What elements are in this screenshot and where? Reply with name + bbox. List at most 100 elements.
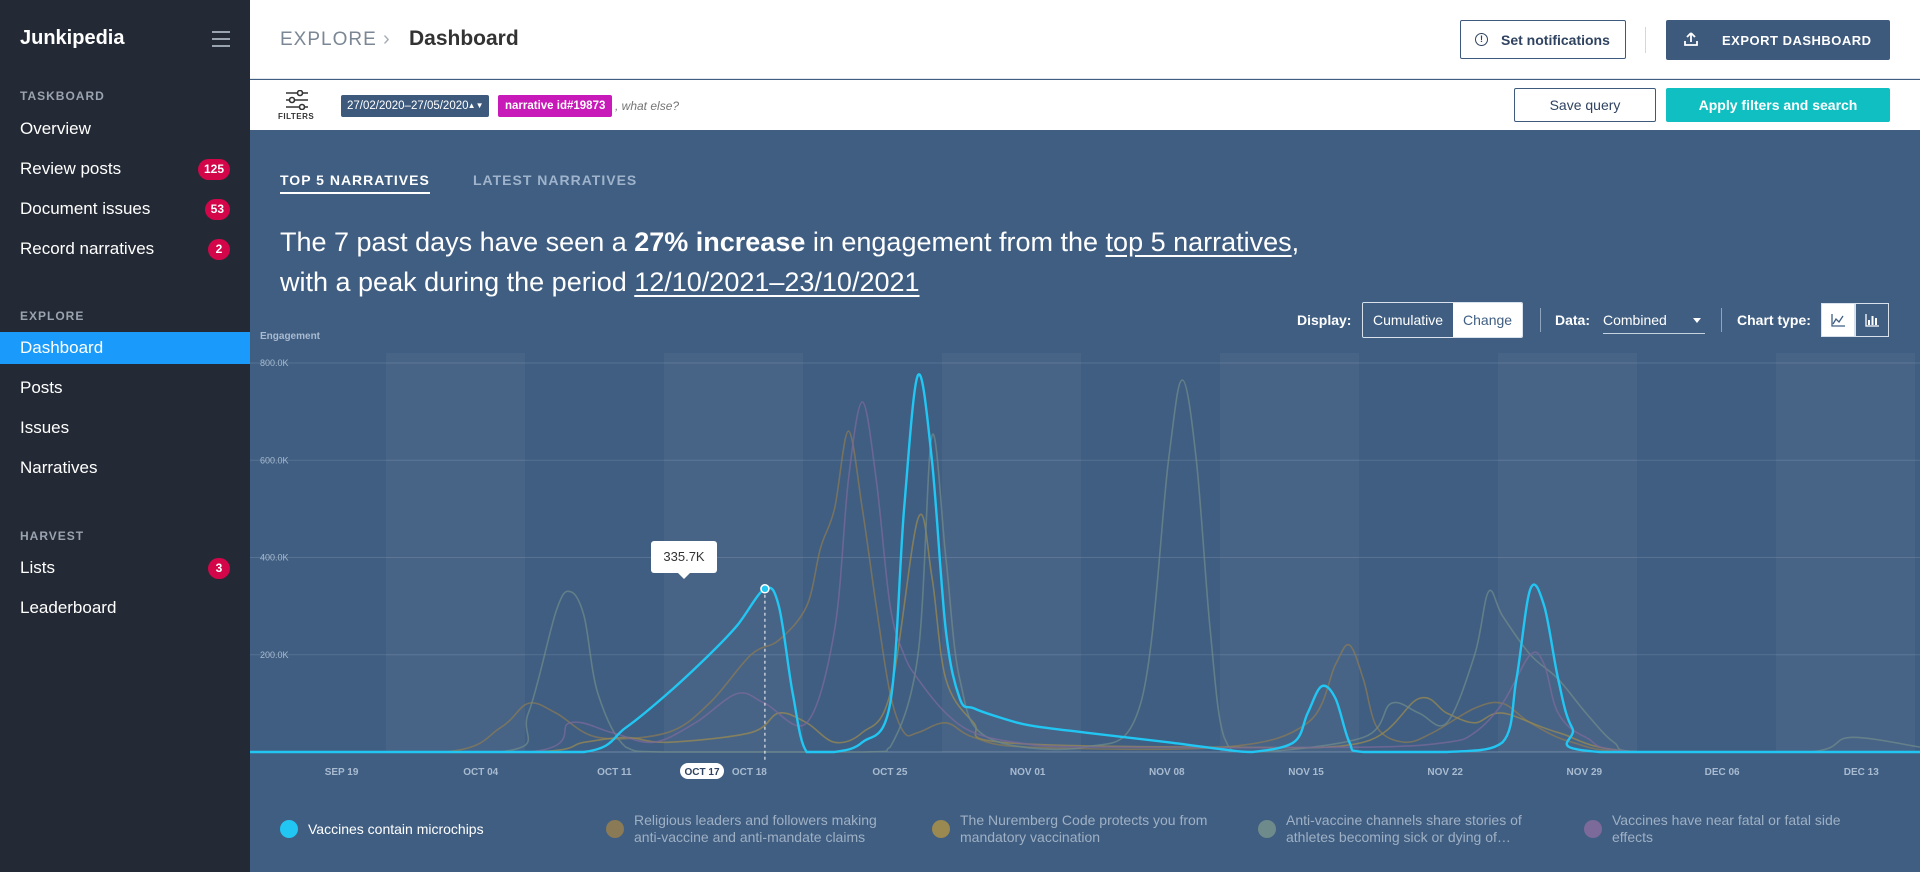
sidebar-item-lists[interactable]: Lists 3 (0, 552, 250, 584)
sidebar-item-record-narratives[interactable]: Record narratives 2 (0, 233, 250, 265)
line-chart-icon (1831, 314, 1845, 327)
headline-emphasis: 27% increase (634, 227, 806, 257)
breadcrumb-root[interactable]: EXPLORE (280, 29, 377, 50)
sidebar-item-label: Narratives (20, 458, 98, 477)
x-tick-label: NOV 15 (1288, 767, 1324, 778)
week-band (942, 353, 1081, 752)
x-tick-label: DEC 06 (1705, 767, 1740, 778)
info-icon: ! (1475, 33, 1488, 46)
x-tick-label: NOV 08 (1149, 767, 1185, 778)
sidebar-item-label: Record narratives (20, 239, 155, 258)
count-badge: 125 (197, 159, 230, 180)
line-chart-button[interactable] (1821, 303, 1855, 337)
save-query-button[interactable]: Save query (1514, 88, 1656, 122)
x-tick-label: SEP 19 (325, 767, 359, 778)
y-tick-label: 400.0K (260, 553, 289, 563)
export-dashboard-button[interactable]: EXPORT DASHBOARD (1666, 20, 1890, 60)
date-range-chip[interactable]: 27/02/2020–27/05/2020 ▲▼ (341, 95, 489, 117)
tab-top-5-narratives[interactable]: TOP 5 NARRATIVES (280, 172, 430, 194)
x-tick-label: NOV 29 (1567, 767, 1603, 778)
legend-dot (606, 820, 624, 838)
set-notifications-label: Set notifications (1501, 32, 1610, 48)
app-logo[interactable]: Junkipedia (20, 27, 125, 49)
legend-dot (1584, 820, 1602, 838)
legend-label: Vaccines contain microchips (308, 821, 484, 837)
section-title-explore: EXPLORE (20, 309, 85, 323)
sidebar-item-label: Dashboard (20, 338, 104, 357)
date-range-value: 27/02/2020–27/05/2020 (347, 100, 469, 112)
week-band (1498, 353, 1637, 752)
legend-label: Anti-vaccine channels share stories of a… (1286, 812, 1522, 845)
data-select[interactable]: Combined (1603, 308, 1705, 334)
y-tick-label: 600.0K (260, 455, 289, 465)
x-tick-highlight (680, 763, 725, 779)
sidebar-item-label: Leaderboard (20, 598, 117, 617)
sidebar-item-label: Posts (20, 378, 63, 397)
bar-chart-button[interactable] (1855, 303, 1889, 337)
x-tick-label: DEC 13 (1844, 767, 1879, 778)
display-cumulative-button[interactable]: Cumulative (1363, 303, 1454, 337)
x-tick-label: NOV 01 (1010, 767, 1046, 778)
count-badge: 53 (204, 199, 230, 220)
sidebar-item-posts[interactable]: Posts (0, 372, 250, 404)
legend-dot (280, 820, 298, 838)
display-change-button[interactable]: Change (1453, 303, 1523, 337)
sidebar-item-label: Lists (20, 558, 55, 577)
y-tick-label: 800.0K (260, 358, 289, 368)
sidebar-item-document-issues[interactable]: Document issues 53 (0, 193, 250, 225)
legend-item-2[interactable]: The Nuremberg Code protects you from man… (932, 812, 1230, 846)
data-label: Data: (1555, 312, 1591, 328)
apply-filters-label: Apply filters and search (1698, 97, 1858, 113)
filter-bar: FILTERS 27/02/2020–27/05/2020 ▲▼ narrativ… (250, 80, 1920, 130)
series-line-0 (250, 373, 1920, 754)
headline-text: The 7 past days have seen a (280, 227, 635, 257)
series-line-1 (250, 430, 1920, 753)
menu-icon[interactable] (212, 31, 230, 47)
caret-down-icon (1693, 318, 1701, 323)
legend-label: Vaccines have near fatal or fatal side e… (1612, 812, 1841, 845)
sliders-icon (286, 90, 308, 110)
sidebar-item-dashboard[interactable]: Dashboard (0, 332, 250, 364)
page-title: Dashboard (409, 27, 519, 50)
x-tick-label: OCT 04 (463, 767, 498, 778)
tab-latest-narratives[interactable]: LATEST NARRATIVES (473, 172, 638, 188)
sidebar-item-leaderboard[interactable]: Leaderboard (0, 592, 250, 624)
legend-label: Religious leaders and followers making a… (634, 812, 877, 845)
controls-divider (1540, 308, 1541, 332)
week-band (1776, 353, 1915, 752)
display-label: Display: (1297, 312, 1352, 328)
apply-filters-button[interactable]: Apply filters and search (1666, 88, 1890, 122)
query-input[interactable] (615, 95, 915, 117)
x-tick-label: NOV 22 (1427, 767, 1463, 778)
y-axis-title: Engagement (260, 331, 321, 342)
engagement-chart: 200.0K 400.0K 600.0K 800.0K SEP 19 OCT 04 OCT … (250, 353, 1920, 779)
header: EXPLORE › Dashboard ! Set notifications … (250, 0, 1920, 79)
sidebar-item-label: Document issues (20, 199, 151, 218)
count-badge: 3 (208, 558, 230, 579)
legend-item-4[interactable]: Vaccines have near fatal or fatal side e… (1584, 812, 1882, 846)
save-query-label: Save query (1549, 97, 1621, 113)
headline: The 7 past days have seen a 27% increase… (280, 222, 1380, 302)
x-tick-label: OCT 25 (872, 767, 907, 778)
top-narratives-link[interactable]: top 5 narratives (1105, 227, 1292, 257)
sidebar-item-issues[interactable]: Issues (0, 412, 250, 444)
data-select-value: Combined (1603, 312, 1667, 328)
sidebar-item-label: Review posts (20, 159, 122, 178)
headline-text: with a peak during the period (280, 267, 635, 297)
sidebar: Junkipedia TASKBOARD Overview Review pos… (0, 0, 250, 872)
set-notifications-button[interactable]: ! Set notifications (1460, 20, 1626, 59)
sidebar-item-label: Issues (20, 418, 70, 437)
sidebar-item-overview[interactable]: Overview (0, 113, 250, 145)
legend-item-1[interactable]: Religious leaders and followers making a… (606, 812, 904, 846)
peak-period-link[interactable]: 12/10/2021–23/10/2021 (634, 267, 920, 297)
legend-item-0[interactable]: Vaccines contain microchips (280, 812, 578, 838)
sidebar-item-narratives[interactable]: Narratives (0, 452, 250, 484)
legend-item-3[interactable]: Anti-vaccine channels share stories of a… (1258, 812, 1556, 846)
x-tick-label: OCT 17 (685, 767, 720, 778)
narrative-chip[interactable]: narrative id#19873 (498, 95, 613, 117)
filters-button[interactable]: FILTERS (278, 88, 316, 124)
header-divider (1645, 27, 1646, 53)
chart-type-label: Chart type: (1737, 312, 1811, 328)
sidebar-item-review-posts[interactable]: Review posts 125 (0, 153, 250, 185)
section-title-harvest: HARVEST (20, 529, 85, 543)
